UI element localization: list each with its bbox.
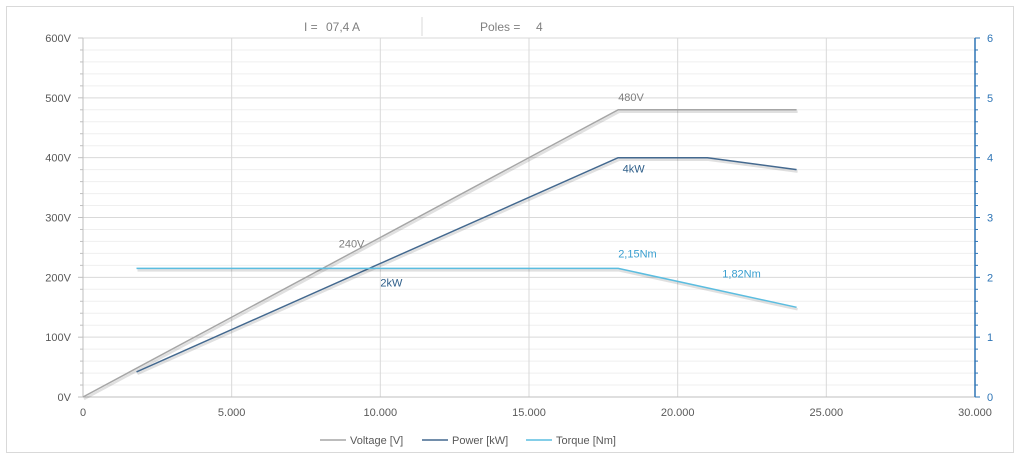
y-left-tick-label: 400V — [45, 153, 71, 165]
power-line-shadow — [136, 158, 798, 376]
y-right-tick-label: 0 — [987, 392, 993, 404]
y-left-tick-label: 600V — [45, 33, 71, 45]
grid — [83, 37, 976, 397]
x-tick-label: 0 — [80, 407, 86, 419]
data-label: 480V — [618, 92, 644, 104]
y-left-tick-label: 500V — [45, 93, 71, 105]
y-left-tick-label: 200V — [45, 272, 71, 284]
y-right-tick-label: 5 — [987, 93, 993, 105]
x-tick-label: 15.000 — [512, 407, 546, 419]
x-tick-label: 5.000 — [218, 407, 246, 419]
annotations: 480V 240V 4kW 2kW 2,15Nm 1,82Nm — [339, 92, 761, 289]
poles-label: Poles = — [480, 20, 520, 34]
poles-value: 4 — [536, 20, 543, 34]
power-line — [136, 156, 797, 373]
y-left-tick-label: 0V — [58, 392, 72, 404]
voltage-line-shadow — [83, 110, 798, 401]
axes: 0V 100V 200V 300V 400V 500V 600V 0 1 2 3 4 5 6 0 5.000 1… — [45, 33, 993, 419]
data-label: 4kW — [623, 164, 646, 176]
x-tick-label: 20.000 — [661, 407, 695, 419]
legend: Voltage [V] Power [kW] Torque [Nm] — [320, 435, 616, 447]
chart-header: I = 07,4 A Poles = 4 — [304, 17, 543, 36]
y-right-tick-label: 1 — [987, 332, 993, 344]
current-label: I = — [304, 20, 318, 34]
x-tick-label: 30.000 — [958, 407, 992, 419]
y-right-tick-label: 6 — [987, 33, 993, 45]
x-tick-label: 25.000 — [810, 407, 844, 419]
y-right-tick-label: 4 — [987, 153, 993, 165]
legend-label: Voltage [V] — [350, 435, 403, 447]
y-left-tick-label: 100V — [45, 332, 71, 344]
series — [82, 109, 798, 401]
y-right-tick-label: 3 — [987, 213, 993, 225]
data-label: 2kW — [380, 277, 403, 289]
data-label: 1,82Nm — [722, 268, 761, 280]
data-label: 2,15Nm — [618, 249, 657, 261]
voltage-line — [82, 109, 797, 398]
current-value: 07,4 A — [326, 20, 360, 34]
x-tick-label: 10.000 — [364, 407, 398, 419]
legend-label: Power [kW] — [452, 435, 508, 447]
data-label: 240V — [339, 238, 365, 250]
torque-line-shadow — [137, 269, 798, 311]
legend-label: Torque [Nm] — [556, 435, 616, 447]
y-left-tick-label: 300V — [45, 213, 71, 225]
torque-line — [136, 267, 797, 309]
y-right-tick-label: 2 — [987, 272, 993, 284]
